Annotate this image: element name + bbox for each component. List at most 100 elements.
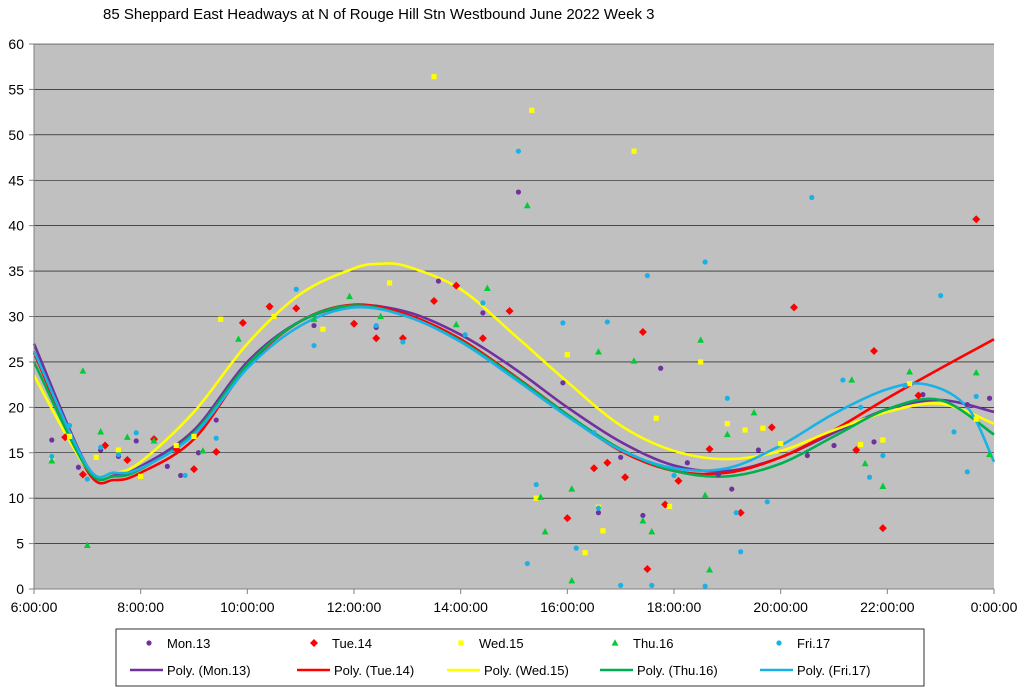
data-point (866, 474, 873, 480)
legend-box (115, 628, 925, 687)
data-point (706, 566, 713, 573)
data-point (649, 582, 655, 588)
x-tick-label: 12:00:00 (327, 599, 382, 615)
data-point (123, 433, 131, 440)
data-point (350, 319, 358, 328)
x-tick-label: 6:00:00 (11, 599, 58, 615)
data-point (49, 437, 55, 443)
data-point (563, 514, 572, 523)
data-point (146, 640, 152, 646)
data-point (373, 322, 379, 329)
data-point (630, 357, 638, 364)
data-point (986, 450, 993, 458)
data-point (48, 457, 56, 464)
data-point (742, 427, 748, 433)
data-point (320, 326, 326, 332)
y-tick-label: 45 (8, 172, 24, 188)
data-point (790, 303, 798, 312)
data-point (582, 550, 588, 556)
legend-label: Poly. (Mon.13) (167, 663, 251, 678)
data-point (235, 335, 242, 342)
data-point (736, 508, 745, 517)
gridlines (34, 43, 994, 544)
data-point (212, 447, 221, 456)
data-point (764, 499, 770, 505)
data-point (631, 148, 637, 154)
data-point (972, 215, 981, 224)
data-point (831, 442, 837, 449)
data-point (573, 545, 579, 551)
data-point (480, 300, 486, 306)
data-point (767, 423, 776, 432)
data-point (666, 503, 673, 509)
legend-label: Poly. (Fri.17) (797, 663, 870, 678)
x-tick-label: 0:00:00 (971, 599, 1018, 615)
data-point (523, 201, 531, 209)
data-point (98, 444, 104, 450)
legend-label: Fri.17 (797, 636, 830, 651)
data-point (658, 365, 664, 371)
data-point (604, 319, 610, 325)
y-tick-label: 15 (8, 445, 24, 461)
data-point (49, 453, 55, 459)
legend-label: Thu.16 (633, 636, 673, 651)
data-point (778, 441, 784, 447)
data-point (702, 259, 708, 265)
data-point (372, 334, 381, 343)
data-point (133, 430, 139, 436)
data-point (702, 583, 708, 589)
data-point (293, 286, 299, 292)
y-tick-label: 0 (16, 581, 24, 597)
data-point (346, 292, 353, 300)
data-point (537, 493, 545, 500)
data-point (191, 433, 197, 439)
data-point (595, 348, 602, 355)
data-point (560, 380, 566, 386)
legend-label: Tue.14 (332, 636, 372, 651)
data-point (150, 437, 158, 444)
y-tick-label: 10 (8, 490, 24, 506)
data-point (858, 441, 864, 448)
data-point (848, 376, 856, 383)
data-point (430, 297, 438, 306)
data-point (701, 491, 709, 499)
data-point (480, 310, 486, 316)
data-point (973, 416, 979, 422)
data-point (621, 473, 630, 482)
data-point (75, 464, 82, 470)
data-point (83, 541, 91, 548)
data-point (84, 476, 90, 482)
data-point (93, 454, 99, 460)
data-point (648, 527, 656, 535)
data-point (515, 189, 522, 195)
x-tick-label: 14:00:00 (433, 599, 488, 615)
data-point (462, 332, 468, 338)
data-point (906, 381, 913, 387)
data-point (653, 415, 659, 421)
data-point (938, 293, 944, 299)
data-point (986, 395, 993, 401)
x-tick-label: 10:00:00 (220, 599, 275, 615)
data-point (533, 495, 539, 501)
data-point (133, 438, 139, 444)
legend-label: Poly. (Wed.15) (484, 663, 569, 678)
chart-title: 85 Sheppard East Headways at N of Rouge … (103, 6, 654, 23)
data-point (213, 435, 219, 441)
data-point (840, 377, 846, 383)
data-point (870, 347, 878, 356)
data-points (48, 74, 993, 589)
data-point (123, 456, 132, 465)
data-point (178, 472, 184, 479)
data-point (515, 148, 522, 154)
x-tick-label: 20:00:00 (753, 599, 808, 615)
data-point (595, 505, 602, 511)
data-point (164, 463, 170, 469)
data-point (199, 447, 207, 454)
data-point (97, 428, 105, 435)
data-point (533, 481, 539, 488)
data-point (715, 471, 722, 478)
data-point (78, 470, 87, 479)
data-point (618, 454, 624, 460)
data-point (265, 302, 274, 311)
data-point (190, 465, 198, 474)
